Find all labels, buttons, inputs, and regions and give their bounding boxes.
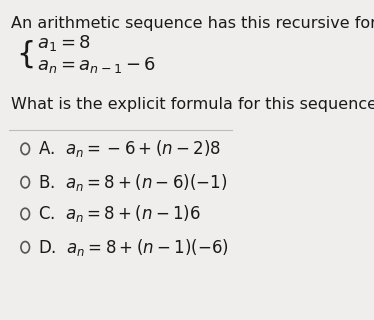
Text: $a_n = a_{n-1} - 6$: $a_n = a_{n-1} - 6$ [37, 55, 156, 75]
Text: D.  $a_n = 8 + (n - 1)(-6)$: D. $a_n = 8 + (n - 1)(-6)$ [38, 237, 229, 258]
Text: B.  $a_n = 8 + (n - 6)(-1)$: B. $a_n = 8 + (n - 6)(-1)$ [38, 172, 228, 193]
Text: A.  $a_n = -6 + (n - 2)8$: A. $a_n = -6 + (n - 2)8$ [38, 138, 221, 159]
Text: An arithmetic sequence has this recursive formula:: An arithmetic sequence has this recursiv… [11, 16, 374, 31]
Text: $\{$: $\{$ [16, 38, 33, 69]
Text: $a_1 = 8$: $a_1 = 8$ [37, 33, 91, 52]
Text: What is the explicit formula for this sequence?: What is the explicit formula for this se… [11, 97, 374, 112]
Text: C.  $a_n = 8 + (n - 1)6$: C. $a_n = 8 + (n - 1)6$ [38, 204, 201, 224]
